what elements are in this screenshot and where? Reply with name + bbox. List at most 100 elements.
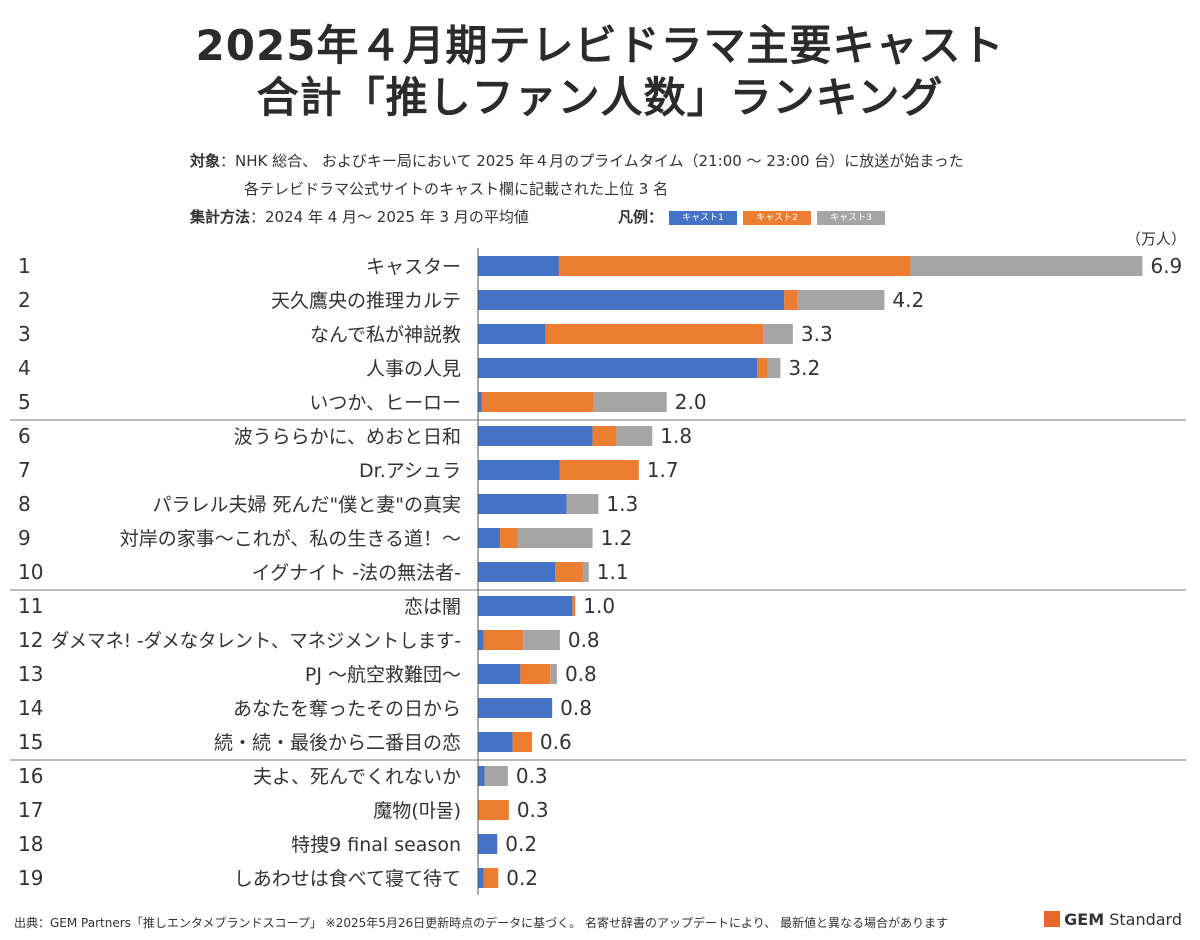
- bar-segment-cast1: [478, 664, 521, 684]
- drama-title-label: パラレル夫婦 死んだ"僕と妻"の真実: [152, 494, 461, 516]
- rank-label: 10: [18, 560, 43, 584]
- drama-title-label: 人事の人見: [366, 358, 461, 380]
- bar-segment-cast1: [478, 868, 484, 888]
- drama-title-label: 恋は闇: [404, 596, 461, 618]
- rank-label: 13: [18, 662, 43, 686]
- bar-segment-cast1: [478, 766, 485, 786]
- total-value-label: 0.6: [540, 730, 572, 754]
- drama-title-label: 続・続・最後から二番目の恋: [214, 732, 461, 754]
- rank-label: 17: [18, 798, 43, 822]
- drama-title-label: 特捜9 final season: [291, 834, 461, 856]
- bar-segment-cast3: [582, 562, 589, 582]
- total-value-label: 0.2: [506, 866, 538, 890]
- bar-segment-cast1: [478, 528, 501, 548]
- bar-segment-cast2: [757, 358, 768, 378]
- rank-label: 12: [18, 628, 43, 652]
- rank-label: 19: [18, 866, 43, 890]
- total-value-label: 0.3: [516, 764, 548, 788]
- bar-segment-cast1: [478, 256, 559, 276]
- bar-segment-cast2: [545, 324, 764, 344]
- method-text: ：2024 年 4 月～ 2025 年 3 月の平均値: [250, 208, 529, 226]
- bar-segment-cast2: [555, 562, 583, 582]
- bar-segment-cast3: [763, 324, 793, 344]
- bar-segment-cast1: [478, 562, 556, 582]
- bar-segment-cast2: [559, 460, 639, 480]
- total-value-label: 3.2: [788, 356, 820, 380]
- total-value-label: 1.3: [606, 492, 638, 516]
- bar-segment-cast1: [478, 698, 553, 718]
- bar-segment-cast3: [767, 358, 781, 378]
- bar-segment-cast2: [520, 664, 551, 684]
- bar-segment-cast3: [910, 256, 1143, 276]
- bar-segment-cast2: [592, 426, 617, 446]
- bar-segment-cast1: [478, 290, 785, 310]
- bar-segment-cast2: [558, 256, 911, 276]
- rank-label: 16: [18, 764, 43, 788]
- bar-segment-cast3: [523, 630, 560, 650]
- bar-segment-cast2: [784, 290, 798, 310]
- bar-segment-cast2: [483, 868, 499, 888]
- ranking-bar-chart: （万人） 1 キャスター 6.9 2 天久鷹央の推理カルテ 4.2 3 なんで私が神説教 3.3 4…: [10, 230, 1186, 895]
- total-value-label: 2.0: [675, 390, 707, 414]
- rank-label: 1: [18, 254, 31, 278]
- gem-logo-icon: [1044, 911, 1061, 927]
- drama-title-label: ダメマネ! -ダメなタレント、マネジメントします-: [51, 630, 461, 652]
- bar-segment-cast1: [478, 358, 758, 378]
- rank-label: 5: [18, 390, 31, 414]
- source-footnote: 出典：GEM Partners「推しエンタメブランドスコープ」 ※2025年5月…: [14, 916, 949, 930]
- chart-title-line-2: 合計「推しファン人数」ランキング: [256, 73, 944, 122]
- bar-segment-cast1: [478, 324, 546, 344]
- bar-segment-cast1: [478, 630, 484, 650]
- rank-label: 3: [18, 322, 31, 346]
- total-value-label: 4.2: [892, 288, 924, 312]
- drama-title-label: しあわせは食べて寝て待て: [234, 868, 461, 890]
- bar-segment-cast3: [484, 766, 508, 786]
- bar-segment-cast1: [478, 834, 498, 854]
- bar-segment-cast3: [797, 290, 885, 310]
- total-value-label: 0.8: [568, 628, 600, 652]
- method-label: 集計方法: [190, 208, 251, 226]
- rank-label: 6: [18, 424, 31, 448]
- bar-segment-cast3: [593, 392, 667, 412]
- bar-segment-cast1: [478, 392, 482, 412]
- bar-segment-cast1: [478, 596, 573, 616]
- legend-swatch-cast3: キャスト3: [817, 210, 886, 225]
- total-value-label: 1.8: [660, 424, 692, 448]
- brand-gem: GEM: [1064, 910, 1105, 929]
- rank-label: 2: [18, 288, 31, 312]
- bar-segment-cast1: [478, 426, 593, 446]
- target-label: 対象: [190, 152, 221, 170]
- drama-title-label: いつか、ヒーロー: [309, 392, 461, 414]
- bar-segment-cast1: [478, 494, 567, 514]
- total-value-label: 6.9: [1150, 254, 1182, 278]
- bar-segment-cast1: [478, 732, 513, 752]
- rank-label: 4: [18, 356, 31, 380]
- bar-segment-cast2: [500, 528, 518, 548]
- bar-segment-cast1: [478, 460, 560, 480]
- brand-standard: Standard: [1104, 910, 1182, 929]
- bar-segment-cast3: [550, 664, 557, 684]
- total-value-label: 1.0: [583, 594, 615, 618]
- bar-segment-cast2: [572, 596, 576, 616]
- bar-segment-cast2: [483, 630, 524, 650]
- bar-segment-cast2: [478, 800, 509, 820]
- method-description: 集計方法：2024 年 4 月～ 2025 年 3 月の平均値: [190, 206, 529, 227]
- bar-segment-cast2: [481, 392, 594, 412]
- rank-label: 7: [18, 458, 31, 482]
- drama-title-label: PJ ～航空救難団～: [305, 664, 461, 686]
- bar-segment-cast3: [517, 528, 593, 548]
- rank-label: 9: [18, 526, 31, 550]
- gem-standard-logo: GEM Standard: [1044, 910, 1182, 929]
- bar-segment-cast3: [616, 426, 653, 446]
- target-line-2: 各テレビドラマ公式サイトのキャスト欄に記載された上位 3 名: [244, 180, 669, 198]
- total-value-label: 0.8: [560, 696, 592, 720]
- rank-label: 8: [18, 492, 31, 516]
- legend-swatch-cast2: キャスト2: [743, 210, 812, 225]
- total-value-label: 0.2: [505, 832, 537, 856]
- drama-title-label: 波うららかに、めおと日和: [234, 426, 461, 448]
- target-description: 対象：NHK 総合、 およびキー局において 2025 年４月のプライムタイム（2…: [190, 150, 964, 171]
- total-value-label: 1.2: [601, 526, 633, 550]
- total-value-label: 3.3: [801, 322, 833, 346]
- drama-title-label: なんで私が神説教: [310, 324, 461, 346]
- target-line-1: ：NHK 総合、 およびキー局において 2025 年４月のプライムタイム（21:…: [220, 152, 964, 170]
